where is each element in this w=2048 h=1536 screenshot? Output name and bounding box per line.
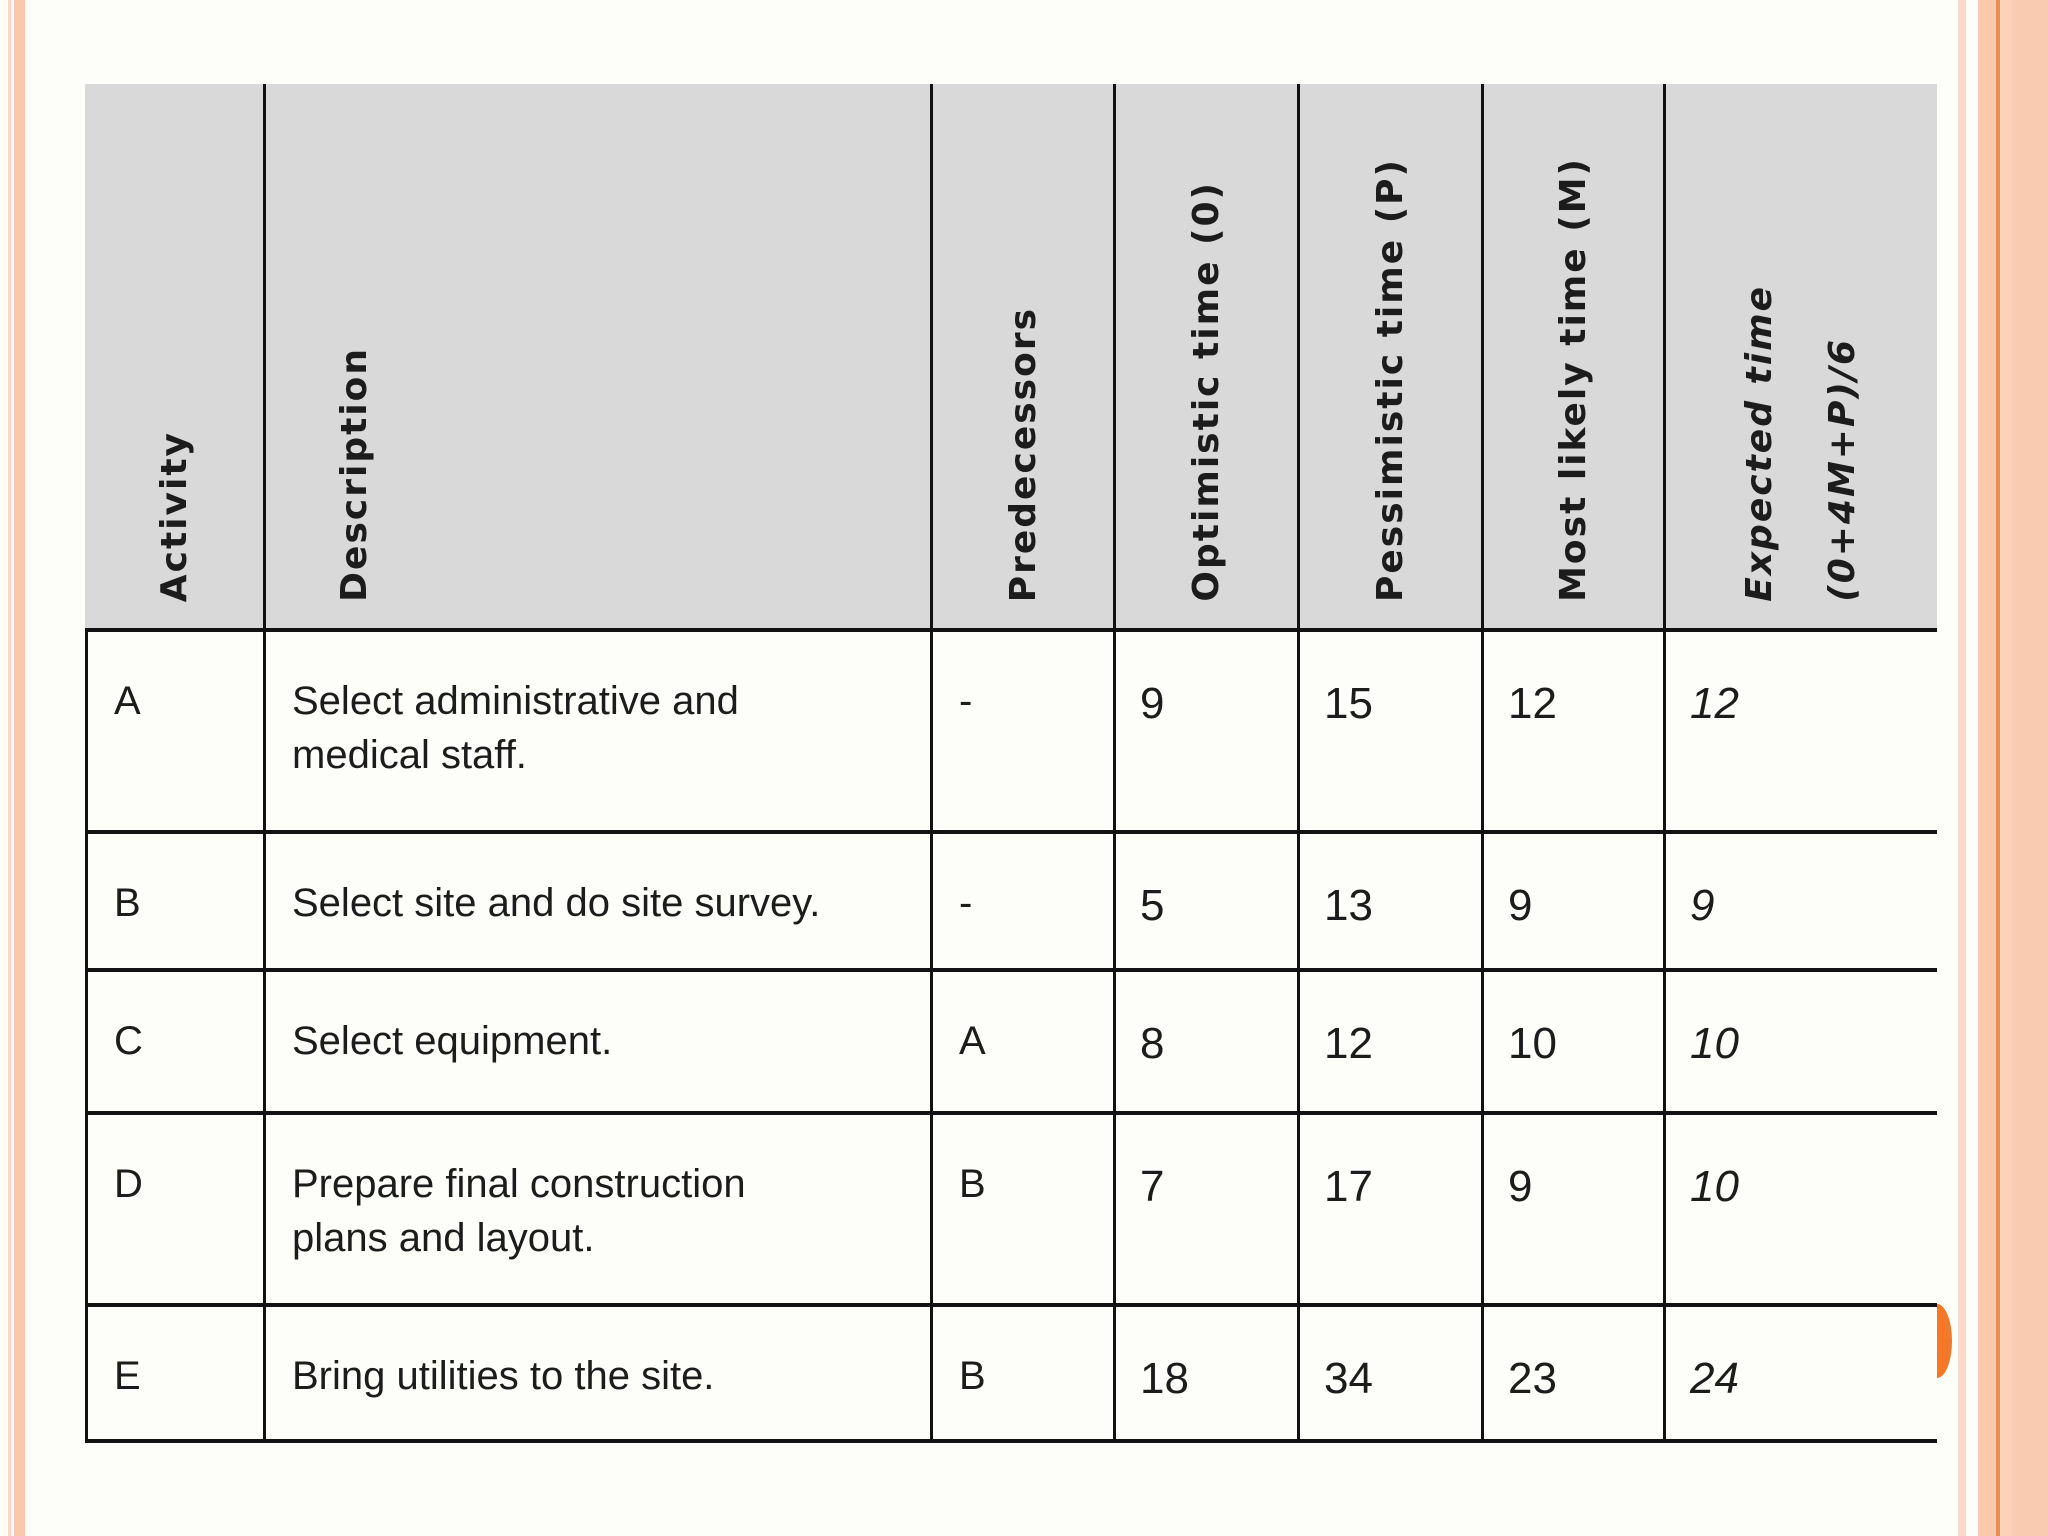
row-B-most-likely: 9 [1481, 830, 1663, 968]
row-A-optimistic: 9 [1113, 628, 1297, 830]
header-description-label: Description [334, 347, 375, 602]
row-D-predecessors: B [930, 1111, 1113, 1303]
row-B-optimistic: 5 [1113, 830, 1297, 968]
row-A-predecessors: - [930, 628, 1113, 830]
right-border-stripe-1 [1958, 0, 1966, 1536]
header-optimistic-time-label: Optimistic time (0) [1186, 181, 1227, 602]
row-C-pessimistic: 12 [1297, 968, 1481, 1111]
header-optimistic-time: Optimistic time (0) [1113, 84, 1297, 628]
row-E-expected: 24 [1663, 1303, 1937, 1443]
header-description: Description [263, 84, 930, 628]
row-E-description: Bring utilities to the site. [263, 1303, 930, 1443]
row-D-most-likely: 9 [1481, 1111, 1663, 1303]
header-expected-time: Expected time (0+4M+P)/6 [1663, 84, 1937, 628]
header-most-likely-time-label: Most likely time (M) [1553, 157, 1594, 602]
left-border-stripe-wide [14, 0, 25, 1536]
row-E-pessimistic: 34 [1297, 1303, 1481, 1443]
orange-half-ellipse-ornament [1937, 1304, 1952, 1378]
header-predecessors-label: Predecessors [1002, 306, 1044, 602]
header-activity-label: Activity [153, 430, 195, 602]
row-B-activity: B [85, 830, 263, 968]
row-D-expected: 10 [1663, 1111, 1937, 1303]
pert-activity-table: Activity Description Predecessors Optimi… [85, 84, 1937, 1443]
header-expected-time-formula: (0+4M+P)/6 [1821, 338, 1863, 602]
row-C-activity: C [85, 968, 263, 1111]
header-activity: Activity [85, 84, 263, 628]
row-C-optimistic: 8 [1113, 968, 1297, 1111]
row-C-most-likely: 10 [1481, 968, 1663, 1111]
row-E-activity: E [85, 1303, 263, 1443]
header-most-likely-time: Most likely time (M) [1481, 84, 1663, 628]
row-D-description: Prepare final construction plans and lay… [263, 1111, 930, 1303]
row-A-most-likely: 12 [1481, 628, 1663, 830]
row-E-most-likely: 23 [1481, 1303, 1663, 1443]
right-border-stripe-2 [1978, 0, 1996, 1536]
row-A-expected: 12 [1663, 628, 1937, 830]
right-border-stripe-accent-line [1996, 0, 2000, 1536]
row-B-predecessors: - [930, 830, 1113, 968]
row-A-pessimistic: 15 [1297, 628, 1481, 830]
left-border-stripe-thin [8, 0, 11, 1536]
row-C-description: Select equipment. [263, 968, 930, 1111]
header-pessimistic-time: Pessimistic time (P) [1297, 84, 1481, 628]
row-D-optimistic: 7 [1113, 1111, 1297, 1303]
header-expected-time-label: Expected time [1738, 285, 1780, 602]
right-border-band [2012, 0, 2048, 1536]
row-E-predecessors: B [930, 1303, 1113, 1443]
row-D-pessimistic: 17 [1297, 1111, 1481, 1303]
row-E-optimistic: 18 [1113, 1303, 1297, 1443]
row-A-activity: A [85, 628, 263, 830]
row-C-predecessors: A [930, 968, 1113, 1111]
row-C-expected: 10 [1663, 968, 1937, 1111]
row-B-expected: 9 [1663, 830, 1937, 968]
row-B-pessimistic: 13 [1297, 830, 1481, 968]
row-B-description: Select site and do site survey. [263, 830, 930, 968]
row-D-activity: D [85, 1111, 263, 1303]
right-border-stripe-3 [2000, 0, 2012, 1536]
header-pessimistic-time-label: Pessimistic time (P) [1370, 158, 1411, 602]
header-predecessors: Predecessors [930, 84, 1113, 628]
row-A-description: Select administrative and medical staff. [263, 628, 930, 830]
